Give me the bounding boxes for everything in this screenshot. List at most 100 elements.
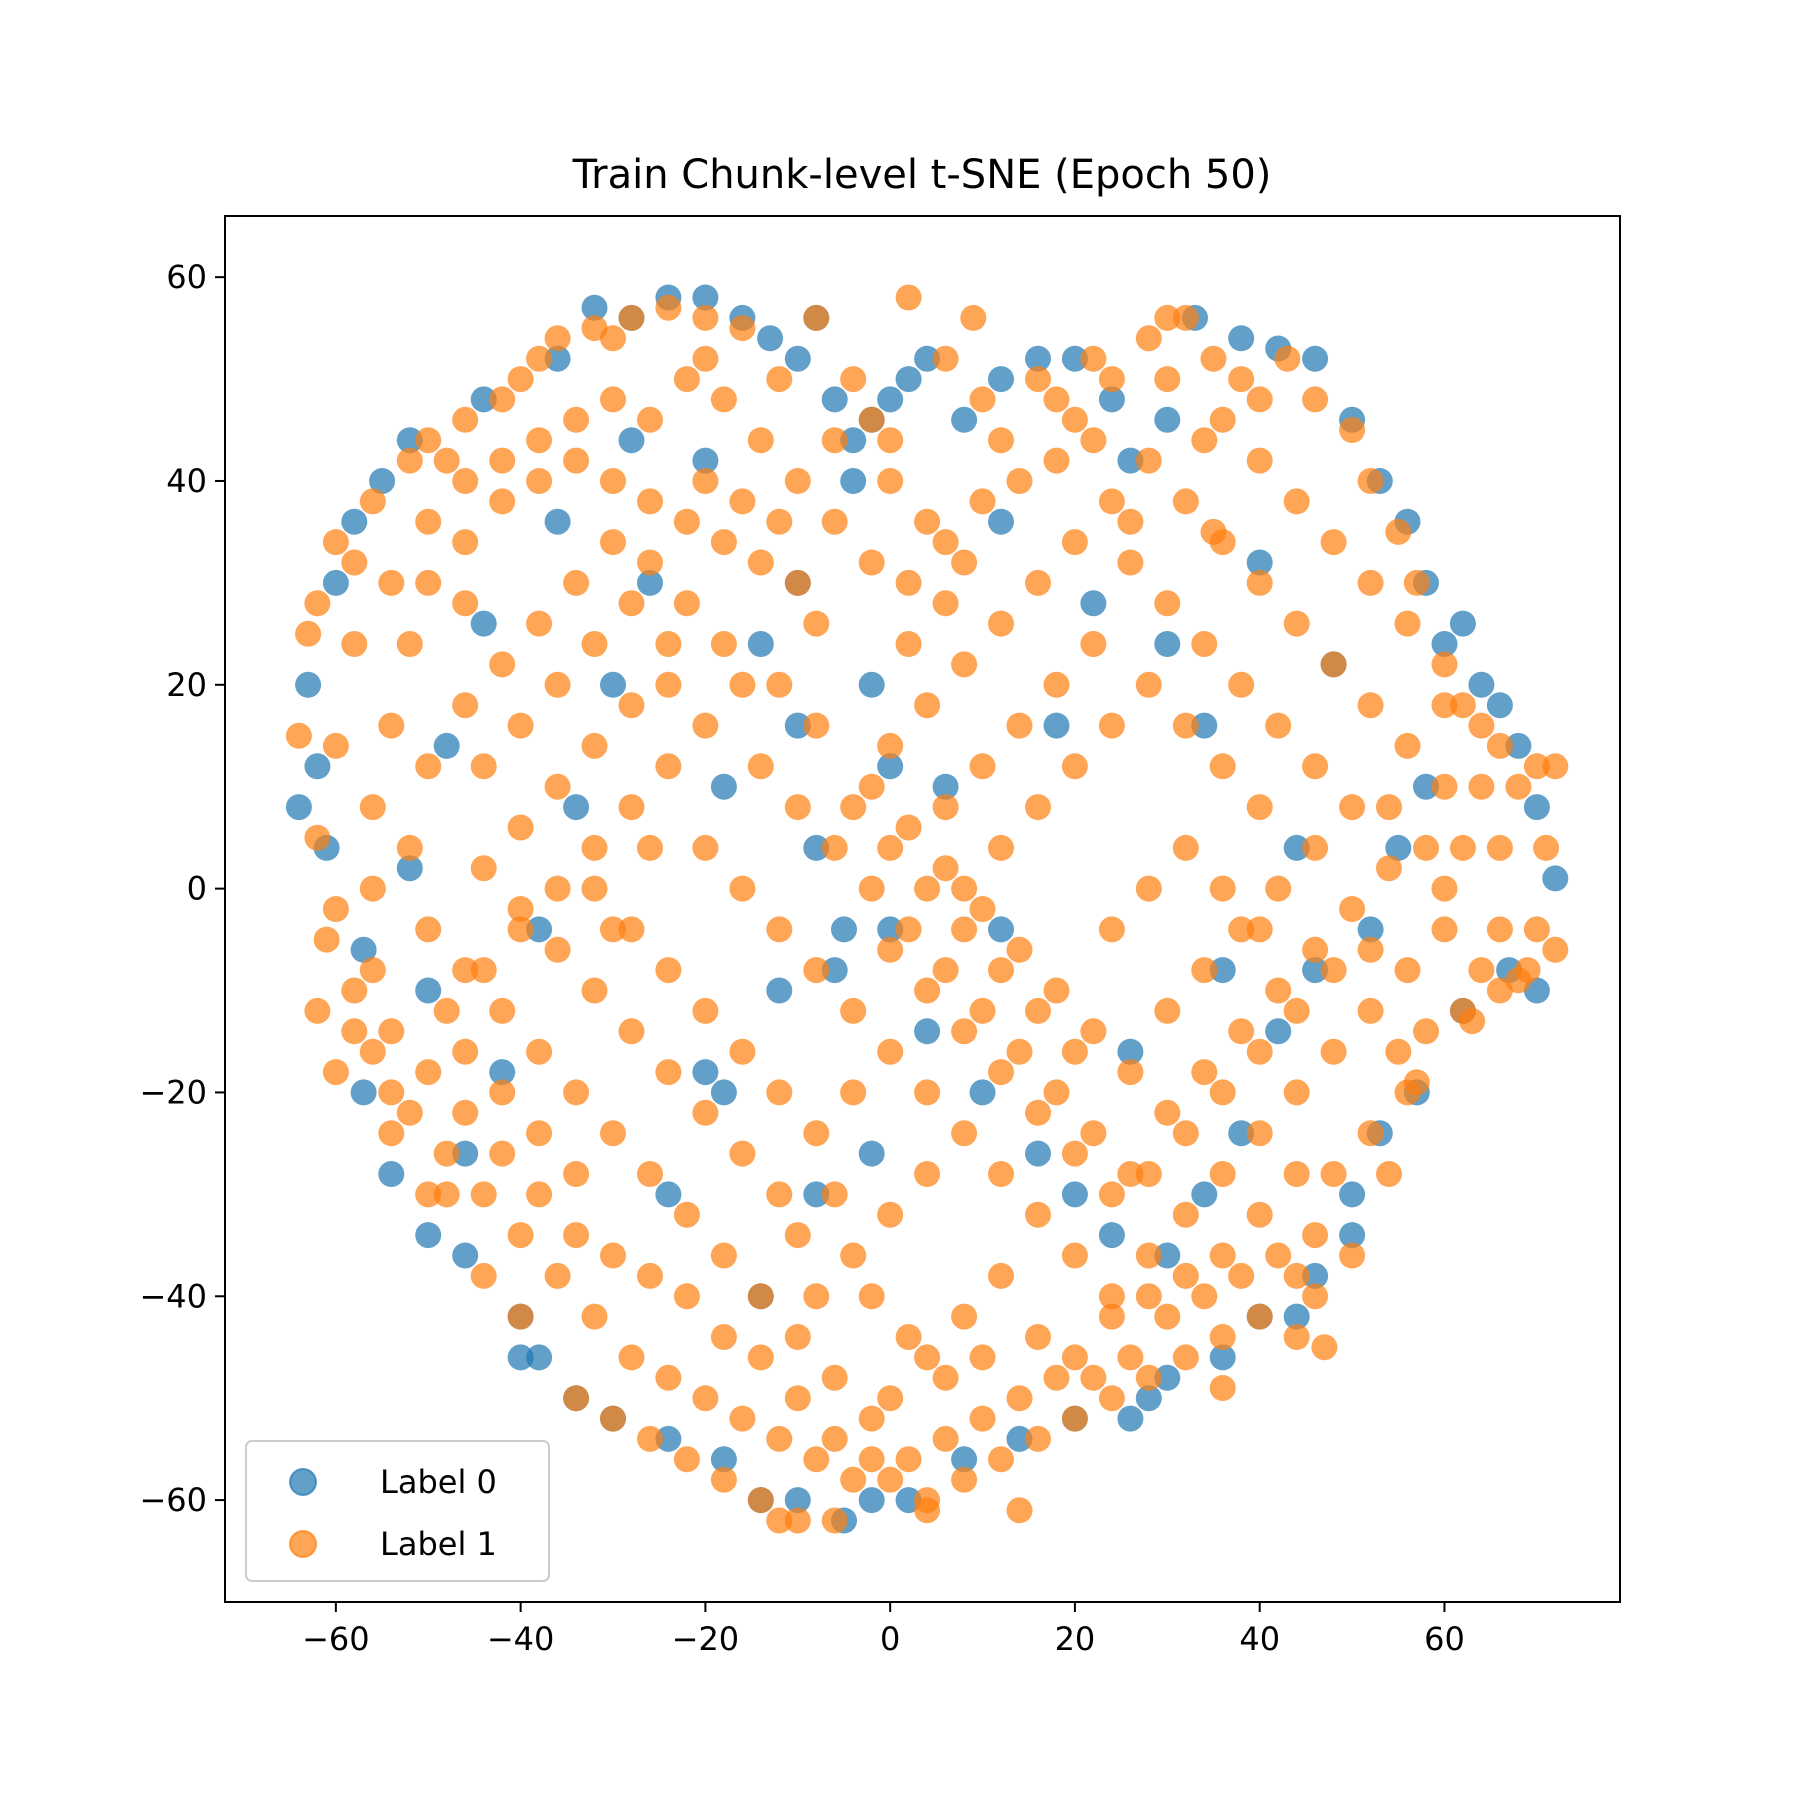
data-point-label-1 xyxy=(359,875,386,902)
data-point-label-1 xyxy=(1191,427,1218,454)
data-point-label-0 xyxy=(803,1181,830,1208)
data-point-label-0 xyxy=(322,569,349,596)
data-point-label-1 xyxy=(1154,366,1181,393)
data-point-label-1 xyxy=(415,753,442,780)
data-point-label-1 xyxy=(895,1324,922,1350)
data-point-label-1 xyxy=(951,651,978,678)
data-point-label-1 xyxy=(1006,712,1033,739)
data-point-label-1 xyxy=(618,1018,645,1045)
data-point-label-1 xyxy=(415,427,442,454)
plot-frame xyxy=(224,215,1621,1603)
data-point-label-1 xyxy=(563,1079,590,1106)
data-point-label-1 xyxy=(1172,834,1199,861)
data-point-label-1 xyxy=(747,1283,774,1310)
data-point-label-1 xyxy=(1357,569,1384,596)
data-point-label-0 xyxy=(1357,916,1384,943)
data-point-label-1 xyxy=(563,406,590,433)
data-point-label-1 xyxy=(618,794,645,821)
data-point-label-1 xyxy=(1098,366,1125,393)
data-point-label-1 xyxy=(1486,834,1513,861)
data-point-label-0 xyxy=(757,325,784,352)
data-point-label-0 xyxy=(710,773,737,800)
data-point-label-1 xyxy=(1265,875,1292,902)
data-point-label-1 xyxy=(988,1059,1014,1086)
data-point-label-1 xyxy=(988,1446,1014,1473)
data-point-label-0 xyxy=(350,936,377,963)
data-point-label-1 xyxy=(304,824,331,851)
data-point-label-1 xyxy=(1025,794,1051,821)
data-point-label-1 xyxy=(1080,1364,1107,1391)
data-point-label-0 xyxy=(544,508,571,535)
data-point-label-1 xyxy=(304,590,331,617)
data-point-label-1 xyxy=(1283,1324,1310,1350)
data-point-label-1 xyxy=(1191,1059,1218,1086)
x-tick-label: −60 xyxy=(302,1620,370,1658)
data-point-label-1 xyxy=(1025,1324,1051,1350)
series-label-1 xyxy=(285,284,1569,1534)
data-point-label-1 xyxy=(1080,345,1107,372)
data-point-label-1 xyxy=(803,712,830,739)
data-point-label-1 xyxy=(1431,692,1458,719)
x-axis: −60 −40 −20 0 20 40 60 xyxy=(302,1602,1465,1658)
data-point-label-1 xyxy=(840,1242,867,1269)
data-point-label-1 xyxy=(784,1222,811,1249)
data-point-label-1 xyxy=(1283,1161,1310,1187)
data-point-label-1 xyxy=(1135,1283,1162,1310)
data-point-label-1 xyxy=(914,1487,941,1514)
data-point-label-0 xyxy=(378,1161,405,1187)
data-point-label-1 xyxy=(452,406,479,433)
data-point-label-0 xyxy=(1154,1242,1181,1269)
data-point-label-1 xyxy=(1385,518,1412,545)
data-point-label-1 xyxy=(396,834,423,861)
data-point-label-1 xyxy=(710,631,737,657)
data-point-label-1 xyxy=(470,1181,497,1208)
data-point-label-1 xyxy=(803,1283,830,1310)
points-layer xyxy=(285,284,1569,1534)
data-point-label-1 xyxy=(877,834,904,861)
data-point-label-1 xyxy=(729,671,756,698)
data-point-label-1 xyxy=(1098,488,1125,515)
data-point-label-1 xyxy=(415,1181,442,1208)
data-point-label-0 xyxy=(692,447,719,474)
data-point-label-1 xyxy=(1302,1222,1329,1249)
data-point-label-1 xyxy=(766,1181,793,1208)
data-point-label-1 xyxy=(692,468,719,494)
data-point-label-0 xyxy=(1486,692,1513,719)
data-point-label-1 xyxy=(1043,671,1070,698)
data-point-label-1 xyxy=(1025,1201,1051,1228)
data-point-label-1 xyxy=(1135,1364,1162,1391)
data-point-label-1 xyxy=(1200,518,1227,545)
data-point-label-1 xyxy=(895,569,922,596)
y-tick-label: −40 xyxy=(139,1277,207,1315)
data-point-label-1 xyxy=(988,427,1014,454)
data-point-label-1 xyxy=(692,712,719,739)
data-point-label-1 xyxy=(877,1385,904,1412)
data-point-label-1 xyxy=(1320,1038,1347,1065)
data-point-label-1 xyxy=(1006,468,1033,494)
data-point-label-1 xyxy=(415,916,442,943)
data-point-label-1 xyxy=(1006,1385,1033,1412)
data-point-label-1 xyxy=(1486,916,1513,943)
data-point-label-0 xyxy=(1246,549,1273,576)
data-point-label-1 xyxy=(1357,692,1384,719)
data-point-label-0 xyxy=(637,569,663,596)
legend: Label 0 Label 1 xyxy=(245,1440,550,1582)
data-point-label-0 xyxy=(951,1446,978,1473)
data-point-label-1 xyxy=(655,671,682,698)
data-point-label-1 xyxy=(821,1364,848,1391)
data-point-label-1 xyxy=(710,1466,737,1493)
data-point-label-1 xyxy=(1403,569,1430,596)
data-point-label-1 xyxy=(637,549,663,576)
x-tick-label: 20 xyxy=(1055,1620,1096,1658)
data-point-label-1 xyxy=(1505,967,1532,994)
data-point-label-0 xyxy=(489,1059,516,1086)
data-point-label-1 xyxy=(507,916,534,943)
data-point-label-0 xyxy=(747,631,774,657)
data-point-label-1 xyxy=(914,977,941,1004)
data-point-label-1 xyxy=(378,1018,405,1045)
data-point-label-1 xyxy=(858,1283,885,1310)
data-point-label-1 xyxy=(1098,1303,1125,1330)
data-point-label-1 xyxy=(313,926,340,953)
data-point-label-1 xyxy=(877,1466,904,1493)
data-point-label-1 xyxy=(969,386,996,413)
